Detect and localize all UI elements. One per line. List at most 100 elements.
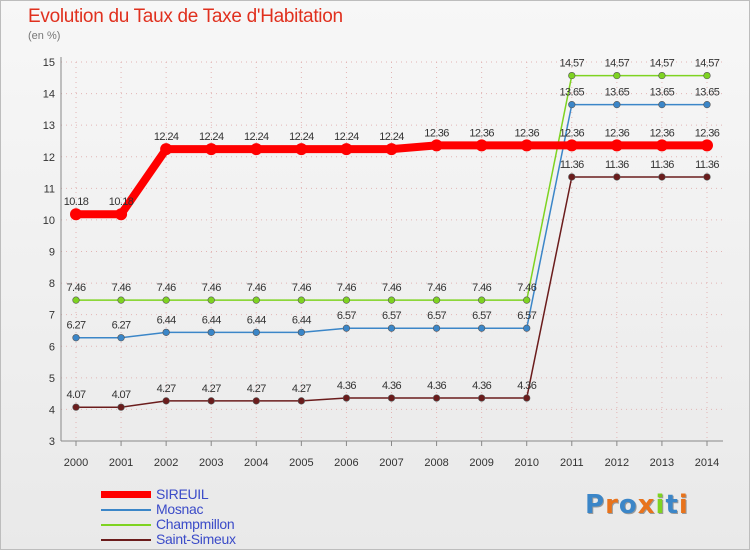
value-label-layer: 10.18 10.18 12.24 12.24 12.24 12.24 12.24 12.24… <box>64 58 721 402</box>
point-champmillon <box>342 296 351 304</box>
value-label-sireuil: 12.36 <box>695 127 720 139</box>
point-saint-simeux <box>568 173 576 181</box>
value-label-mosnac: 13.65 <box>605 87 630 99</box>
value-label-sireuil: 12.36 <box>424 127 449 139</box>
point-champmillon <box>207 296 215 304</box>
value-label-champmillon: 7.46 <box>337 282 356 294</box>
point-saint-simeux <box>162 397 170 405</box>
value-label-champmillon: 7.46 <box>427 282 446 294</box>
value-label-champmillon: 14.57 <box>695 58 720 70</box>
value-label-sireuil: 12.24 <box>244 131 269 143</box>
point-saint-simeux <box>478 394 486 402</box>
value-label-champmillon: 7.46 <box>382 282 401 294</box>
x-tick-label: 2006 <box>334 457 358 469</box>
point-mosnac <box>523 324 531 332</box>
point-saint-simeux <box>117 403 125 411</box>
point-sireuil <box>610 139 623 152</box>
x-tick-label: 2001 <box>109 457 133 469</box>
x-tick-label: 2011 <box>560 457 584 469</box>
point-mosnac <box>703 101 711 109</box>
point-sireuil <box>115 208 128 221</box>
value-label-champmillon: 14.57 <box>605 58 630 70</box>
value-label-saint-simeux: 4.36 <box>382 380 401 392</box>
point-champmillon <box>703 71 711 80</box>
legend-item-sireuil: SIREUIL <box>101 486 361 502</box>
value-label-mosnac: 6.27 <box>112 320 131 332</box>
legend-label-mosnac: Mosnac <box>156 501 204 517</box>
legend-swatch-sireuil <box>101 491 151 498</box>
point-mosnac <box>613 101 621 109</box>
legend-label-champmillon: Champmillon <box>156 516 235 532</box>
value-label-saint-simeux: 4.27 <box>157 383 176 395</box>
y-tick-label: 12 <box>43 152 55 164</box>
value-label-mosnac: 6.44 <box>247 314 266 326</box>
point-sireuil <box>655 139 668 152</box>
point-saint-simeux <box>523 394 531 402</box>
value-label-champmillon: 7.46 <box>202 282 221 294</box>
value-label-sireuil: 12.24 <box>334 131 359 143</box>
point-sireuil <box>205 143 218 156</box>
point-champmillon <box>432 296 441 304</box>
value-label-saint-simeux: 4.36 <box>517 380 536 392</box>
point-saint-simeux <box>387 394 396 402</box>
value-label-champmillon: 7.46 <box>112 282 131 294</box>
value-label-saint-simeux: 11.36 <box>605 159 629 171</box>
y-tick-label: 8 <box>49 278 55 290</box>
legend-item-champmillon: Champmillon <box>101 516 361 532</box>
value-label-saint-simeux: 4.07 <box>66 389 85 401</box>
legend-item-mosnac: Mosnac <box>101 501 361 517</box>
value-label-sireuil: 12.36 <box>605 127 630 139</box>
point-saint-simeux <box>342 394 351 402</box>
value-label-sireuil: 12.24 <box>289 131 314 143</box>
y-tick-label: 4 <box>49 404 55 416</box>
x-tick-label: 2002 <box>154 457 178 469</box>
point-mosnac <box>478 324 486 332</box>
y-tick-label: 11 <box>44 183 55 195</box>
value-label-mosnac: 6.44 <box>202 314 221 326</box>
value-label-sireuil: 12.36 <box>560 127 585 139</box>
y-tick-label: 10 <box>43 215 55 227</box>
point-mosnac <box>387 324 396 332</box>
grid-layer <box>61 61 723 442</box>
point-saint-simeux <box>658 173 666 181</box>
value-label-mosnac: 6.57 <box>517 310 536 322</box>
value-label-sireuil: 10.18 <box>64 196 89 208</box>
point-saint-simeux <box>252 397 260 405</box>
series-layer <box>70 71 713 411</box>
value-label-saint-simeux: 11.36 <box>695 159 719 171</box>
axis-layer: 3 4 5 6 7 8 9 10 11 12 13 14 15 2000 2001 2002 2003 2004 2… <box>43 57 723 469</box>
value-label-sireuil: 12.36 <box>650 127 675 139</box>
x-tick-label: 2014 <box>695 457 719 469</box>
point-mosnac <box>117 334 125 342</box>
point-champmillon <box>613 71 621 80</box>
value-label-mosnac: 6.57 <box>472 310 491 322</box>
point-champmillon <box>387 296 396 304</box>
point-saint-simeux <box>297 397 305 405</box>
value-label-champmillon: 7.46 <box>472 282 491 294</box>
point-mosnac <box>342 324 351 332</box>
x-tick-label: 2005 <box>289 457 313 469</box>
x-tick-label: 2012 <box>605 457 629 469</box>
x-tick-label: 2010 <box>514 457 538 469</box>
legend-label-saint-simeux: Saint-Simeux <box>156 531 236 547</box>
y-tick-label: 13 <box>43 120 55 132</box>
value-label-champmillon: 7.46 <box>292 282 311 294</box>
value-label-mosnac: 6.57 <box>427 310 446 322</box>
y-tick-label: 7 <box>49 310 55 322</box>
chart-title: Evolution du Taux de Taxe d'Habitation <box>28 6 343 27</box>
value-label-saint-simeux: 4.36 <box>337 380 356 392</box>
x-tick-label: 2013 <box>650 457 674 469</box>
value-label-sireuil: 12.24 <box>199 131 224 143</box>
point-saint-simeux <box>72 403 80 411</box>
point-sireuil <box>250 143 263 156</box>
y-tick-label: 14 <box>43 89 55 101</box>
point-sireuil <box>475 139 488 152</box>
point-sireuil <box>160 143 173 156</box>
series-line-sireuil <box>76 141 707 219</box>
point-saint-simeux <box>703 173 711 181</box>
value-label-champmillon: 7.46 <box>157 282 176 294</box>
y-tick-label: 15 <box>43 57 55 69</box>
value-label-mosnac: 6.57 <box>382 310 401 322</box>
value-label-saint-simeux: 4.36 <box>427 380 446 392</box>
value-label-mosnac: 13.65 <box>560 87 585 99</box>
